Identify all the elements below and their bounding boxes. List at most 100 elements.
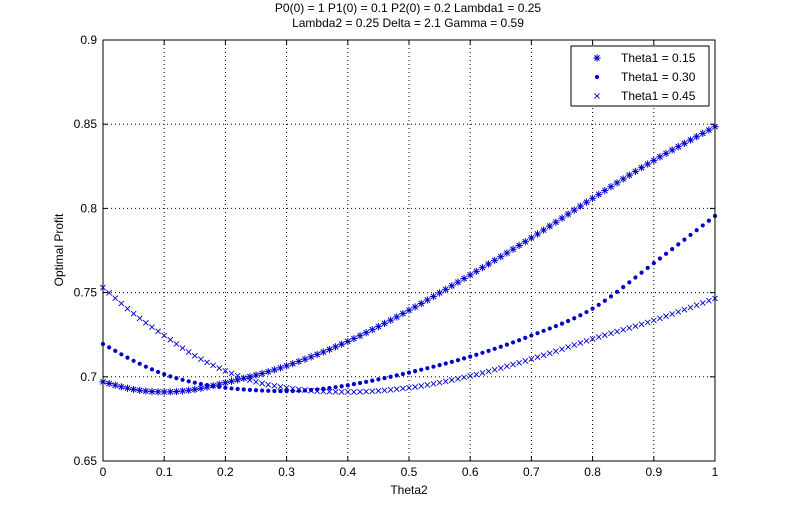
data-point — [657, 256, 663, 261]
data-point — [295, 386, 302, 393]
data-point — [272, 388, 277, 394]
data-point — [613, 179, 621, 187]
data-point — [625, 171, 633, 179]
data-point — [645, 265, 650, 270]
data-point — [235, 386, 240, 392]
data-point — [106, 289, 113, 296]
data-point — [314, 388, 321, 395]
data-point — [491, 256, 499, 264]
x-tick-label: 0.9 — [645, 465, 662, 479]
data-point — [620, 326, 627, 333]
data-point — [663, 313, 669, 320]
data-point — [619, 175, 627, 183]
series-1 — [99, 123, 719, 396]
data-point — [364, 379, 369, 384]
data-point — [375, 387, 382, 394]
data-point — [357, 388, 363, 395]
data-point — [393, 386, 400, 393]
data-point — [558, 214, 566, 222]
data-point — [413, 369, 418, 374]
data-point — [217, 384, 222, 390]
data-point — [223, 385, 228, 390]
data-point — [326, 388, 333, 395]
data-point — [130, 310, 137, 317]
data-point — [686, 136, 695, 144]
x-tick-label: 0.4 — [339, 465, 356, 479]
data-point — [174, 376, 179, 381]
data-point — [429, 292, 438, 301]
data-point — [503, 249, 511, 257]
data-point — [668, 146, 676, 154]
data-point — [160, 388, 168, 396]
legend-label: Theta1 = 0.45 — [621, 89, 696, 103]
data-point — [277, 383, 284, 390]
data-point — [113, 348, 118, 353]
data-point — [431, 364, 436, 369]
data-point — [644, 160, 652, 168]
data-point — [467, 373, 474, 379]
data-point — [437, 363, 442, 368]
data-point — [368, 326, 376, 334]
legend-marker — [594, 74, 600, 80]
x-tick-label: 0.7 — [523, 465, 540, 479]
legend-label: Theta1 = 0.15 — [621, 51, 696, 65]
data-point — [362, 329, 370, 337]
data-point — [595, 190, 603, 199]
legend-marker — [593, 54, 601, 62]
data-point — [123, 384, 132, 392]
data-point — [221, 379, 229, 387]
x-tick-label: 0.5 — [401, 465, 418, 479]
data-point — [443, 361, 448, 366]
data-point — [633, 275, 638, 280]
data-point — [419, 367, 424, 372]
data-point — [381, 387, 388, 394]
data-point — [680, 139, 688, 147]
data-point — [374, 322, 382, 331]
data-point — [657, 315, 663, 322]
data-point — [344, 389, 351, 395]
data-point — [211, 383, 216, 389]
data-point — [687, 304, 694, 311]
data-point — [166, 388, 174, 396]
x-tick-label: 0.3 — [278, 465, 295, 479]
data-point — [430, 380, 437, 387]
plot-area — [103, 40, 715, 461]
data-point — [107, 345, 112, 350]
data-point — [527, 234, 535, 242]
data-point — [289, 360, 297, 368]
data-point — [253, 378, 259, 385]
chart-title-line2: Lambda2 = 0.25 Delta = 2.1 Gamma = 0.59 — [292, 16, 524, 30]
data-point — [179, 345, 186, 352]
data-point — [504, 363, 510, 370]
axis-ticks: 0 0.1 0.2 0.3 0.4 0.5 0.6 0.7 0.8 0.9 1 0.65 0.7 0.75… — [74, 33, 719, 479]
data-point — [601, 332, 608, 339]
data-point — [662, 149, 670, 158]
data-point — [589, 194, 597, 202]
data-point — [380, 319, 389, 327]
data-point — [509, 245, 517, 253]
data-point — [284, 389, 289, 394]
data-point — [425, 366, 430, 371]
data-point — [276, 364, 285, 372]
data-point — [296, 388, 301, 393]
data-point — [650, 317, 657, 324]
y-axis-label: Optimal Profit — [52, 213, 66, 286]
data-point — [356, 332, 364, 340]
data-point — [229, 386, 234, 391]
data-point — [559, 346, 565, 353]
data-point — [266, 388, 271, 393]
data-point — [241, 387, 246, 392]
data-point — [399, 309, 407, 318]
data-point — [595, 334, 602, 340]
data-point — [651, 261, 656, 266]
data-point — [180, 377, 185, 382]
data-point — [436, 289, 444, 297]
data-point — [515, 241, 523, 250]
y-tick-label: 0.85 — [74, 117, 98, 131]
data-point — [608, 330, 614, 337]
data-point — [442, 285, 450, 293]
data-point — [705, 297, 712, 304]
data-point — [566, 318, 571, 324]
data-point — [320, 388, 327, 395]
